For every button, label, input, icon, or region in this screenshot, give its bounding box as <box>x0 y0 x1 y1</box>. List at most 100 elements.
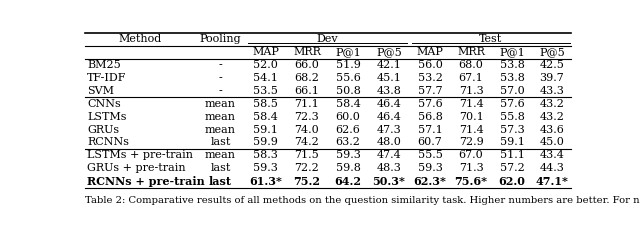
Text: 42.1: 42.1 <box>376 60 401 70</box>
Text: 72.2: 72.2 <box>294 163 319 173</box>
Text: P@5: P@5 <box>376 47 402 57</box>
Text: 46.4: 46.4 <box>376 112 401 122</box>
Text: Table 2: Comparative results of all methods on the question similarity task. Hig: Table 2: Comparative results of all meth… <box>85 196 640 204</box>
Text: 50.8: 50.8 <box>335 86 360 96</box>
Text: 57.6: 57.6 <box>500 99 525 109</box>
Text: 59.8: 59.8 <box>335 163 360 173</box>
Text: BM25: BM25 <box>87 60 121 70</box>
Text: 60.0: 60.0 <box>335 112 360 122</box>
Text: mean: mean <box>205 99 236 109</box>
Text: -: - <box>219 86 222 96</box>
Text: 66.1: 66.1 <box>294 86 319 96</box>
Text: mean: mean <box>205 150 236 160</box>
Text: 43.3: 43.3 <box>540 86 564 96</box>
Text: 62.6: 62.6 <box>335 125 360 134</box>
Text: 53.5: 53.5 <box>253 86 278 96</box>
Text: 43.6: 43.6 <box>540 125 564 134</box>
Text: -: - <box>219 60 222 70</box>
Text: Dev: Dev <box>317 34 339 44</box>
Text: P@5: P@5 <box>539 47 564 57</box>
Text: 48.0: 48.0 <box>376 137 401 147</box>
Text: 45.0: 45.0 <box>540 137 564 147</box>
Text: RCNNs: RCNNs <box>87 137 129 147</box>
Text: 68.0: 68.0 <box>459 60 484 70</box>
Text: GRUs: GRUs <box>87 125 119 134</box>
Text: 75.6*: 75.6* <box>454 176 488 187</box>
Text: 39.7: 39.7 <box>540 73 564 83</box>
Text: TF-IDF: TF-IDF <box>87 73 127 83</box>
Text: 45.1: 45.1 <box>376 73 401 83</box>
Text: GRUs + pre-train: GRUs + pre-train <box>87 163 186 173</box>
Text: SVM: SVM <box>87 86 114 96</box>
Text: 74.0: 74.0 <box>294 125 319 134</box>
Text: last: last <box>211 137 230 147</box>
Text: 57.6: 57.6 <box>418 99 442 109</box>
Text: Pooling: Pooling <box>200 34 241 44</box>
Text: 62.3*: 62.3* <box>413 176 447 187</box>
Text: 56.8: 56.8 <box>418 112 442 122</box>
Text: CNNs: CNNs <box>87 99 121 109</box>
Text: 59.3: 59.3 <box>335 150 360 160</box>
Text: P@1: P@1 <box>335 47 361 57</box>
Text: MRR: MRR <box>293 47 321 57</box>
Text: 47.3: 47.3 <box>377 125 401 134</box>
Text: 71.4: 71.4 <box>459 125 483 134</box>
Text: 74.2: 74.2 <box>294 137 319 147</box>
Text: mean: mean <box>205 125 236 134</box>
Text: 51.1: 51.1 <box>500 150 525 160</box>
Text: LSTMs + pre-train: LSTMs + pre-train <box>87 150 193 160</box>
Text: 61.3*: 61.3* <box>250 176 282 187</box>
Text: 55.5: 55.5 <box>418 150 442 160</box>
Text: 58.5: 58.5 <box>253 99 278 109</box>
Text: 72.3: 72.3 <box>294 112 319 122</box>
Text: 47.4: 47.4 <box>377 150 401 160</box>
Text: 68.2: 68.2 <box>294 73 319 83</box>
Text: 62.0: 62.0 <box>499 176 525 187</box>
Text: 71.3: 71.3 <box>459 86 483 96</box>
Text: 67.1: 67.1 <box>459 73 483 83</box>
Text: 57.2: 57.2 <box>500 163 525 173</box>
Text: 58.4: 58.4 <box>253 112 278 122</box>
Text: 72.9: 72.9 <box>459 137 483 147</box>
Text: RCNNs + pre-train: RCNNs + pre-train <box>87 176 205 187</box>
Text: 70.1: 70.1 <box>459 112 483 122</box>
Text: 59.1: 59.1 <box>500 137 525 147</box>
Text: 59.1: 59.1 <box>253 125 278 134</box>
Text: 67.0: 67.0 <box>459 150 483 160</box>
Text: 43.2: 43.2 <box>540 112 564 122</box>
Text: LSTMs: LSTMs <box>87 112 127 122</box>
Text: P@1: P@1 <box>499 47 525 57</box>
Text: 58.3: 58.3 <box>253 150 278 160</box>
Text: Method: Method <box>118 34 162 44</box>
Text: 57.1: 57.1 <box>418 125 442 134</box>
Text: 71.3: 71.3 <box>459 163 483 173</box>
Text: 59.3: 59.3 <box>253 163 278 173</box>
Text: 44.3: 44.3 <box>540 163 564 173</box>
Text: 52.0: 52.0 <box>253 60 278 70</box>
Text: 75.2: 75.2 <box>293 176 321 187</box>
Text: 47.1*: 47.1* <box>536 176 568 187</box>
Text: 43.2: 43.2 <box>540 99 564 109</box>
Text: 59.3: 59.3 <box>418 163 442 173</box>
Text: 66.0: 66.0 <box>294 60 319 70</box>
Text: 71.4: 71.4 <box>459 99 483 109</box>
Text: MRR: MRR <box>457 47 485 57</box>
Text: 43.8: 43.8 <box>376 86 401 96</box>
Text: 71.5: 71.5 <box>294 150 319 160</box>
Text: 64.2: 64.2 <box>335 176 362 187</box>
Text: -: - <box>219 73 222 83</box>
Text: 43.4: 43.4 <box>540 150 564 160</box>
Text: 59.9: 59.9 <box>253 137 278 147</box>
Text: 71.1: 71.1 <box>294 99 319 109</box>
Text: 53.8: 53.8 <box>500 73 525 83</box>
Text: 48.3: 48.3 <box>376 163 401 173</box>
Text: 46.4: 46.4 <box>376 99 401 109</box>
Text: last: last <box>209 176 232 187</box>
Text: 53.2: 53.2 <box>418 73 442 83</box>
Text: 60.7: 60.7 <box>418 137 442 147</box>
Text: 55.8: 55.8 <box>500 112 525 122</box>
Text: mean: mean <box>205 112 236 122</box>
Text: 57.7: 57.7 <box>418 86 442 96</box>
Text: 58.4: 58.4 <box>335 99 360 109</box>
Text: Test: Test <box>479 34 502 44</box>
